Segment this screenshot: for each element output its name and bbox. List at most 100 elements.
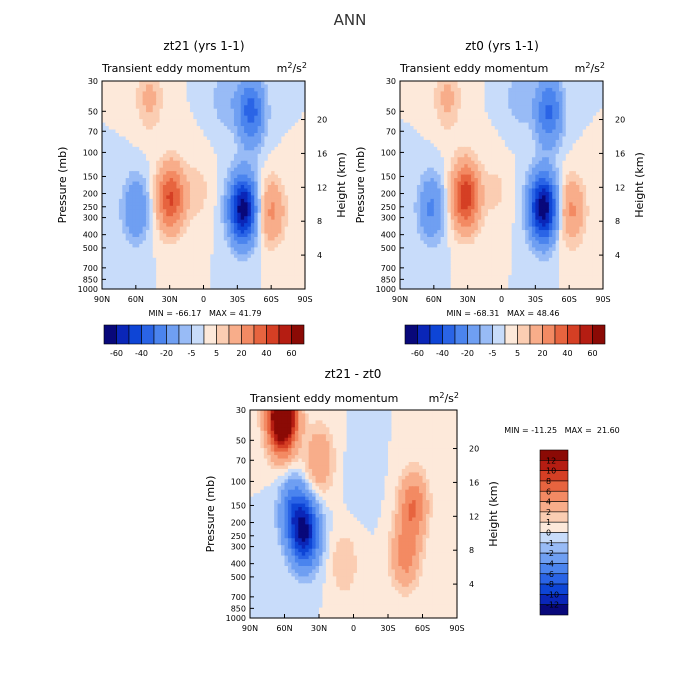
heatmap-cell xyxy=(217,157,221,161)
heatmap-cell xyxy=(136,109,140,113)
heatmap-cell xyxy=(176,275,180,279)
heatmap-cell xyxy=(136,154,140,158)
heatmap-cell xyxy=(116,133,120,137)
heatmap-cell xyxy=(454,133,458,137)
heatmap-cell xyxy=(187,213,191,217)
heatmap-cell xyxy=(227,98,231,102)
heatmap-cell xyxy=(454,112,458,116)
y-right-axis-label: Height (km) xyxy=(335,152,348,218)
heatmap-cell xyxy=(298,140,302,144)
heatmap-cell xyxy=(278,199,282,203)
heatmap-cell xyxy=(444,133,448,137)
heatmap-cell xyxy=(187,220,191,224)
heatmap-cell xyxy=(207,202,211,206)
heatmap-cell xyxy=(187,258,191,262)
heatmap-cell xyxy=(278,265,282,269)
heatmap-cell xyxy=(166,112,170,116)
colorbar-swatch xyxy=(204,325,217,344)
heatmap-cell xyxy=(197,143,201,147)
heatmap-cell xyxy=(146,95,150,99)
heatmap-cell xyxy=(166,84,170,88)
heatmap-cell xyxy=(278,126,282,130)
heatmap-cell xyxy=(495,140,499,144)
heatmap-cell xyxy=(247,84,251,88)
heatmap-cell xyxy=(403,84,407,88)
heatmap-cell xyxy=(474,143,478,147)
heatmap-cell xyxy=(176,109,180,113)
heatmap-cell xyxy=(166,258,170,262)
heatmap-cell xyxy=(495,91,499,95)
heatmap-cell xyxy=(105,199,109,203)
heatmap-cell xyxy=(116,247,120,251)
heatmap-cell xyxy=(126,202,130,206)
heatmap-cell xyxy=(146,247,150,251)
heatmap-cell xyxy=(187,105,191,109)
heatmap-cell xyxy=(495,105,499,109)
heatmap-cell xyxy=(207,265,211,269)
heatmap-cell xyxy=(556,136,560,140)
heatmap-cell xyxy=(187,140,191,144)
heatmap-cell xyxy=(217,234,221,238)
heatmap-cell xyxy=(454,143,458,147)
colorbar-label: -20 xyxy=(160,349,173,358)
heatmap-cell xyxy=(247,150,251,154)
heatmap-cell xyxy=(434,126,438,130)
heatmap-cell xyxy=(288,199,292,203)
heatmap-cell xyxy=(217,254,221,258)
heatmap-cell xyxy=(237,88,241,92)
heatmap-cell xyxy=(464,126,468,130)
heatmap-cell xyxy=(258,192,262,196)
heatmap-cell xyxy=(535,130,539,134)
heatmap-cell xyxy=(424,147,428,151)
heatmap-cell xyxy=(197,213,201,217)
colorbar: -60 -40 -20 -5 5 20 40 60 xyxy=(104,325,304,358)
heatmap-cell xyxy=(237,244,241,248)
heatmap-cell xyxy=(126,216,130,220)
heatmap-cell xyxy=(166,261,170,265)
heatmap-cell xyxy=(464,88,468,92)
heatmap-cell xyxy=(403,140,407,144)
heatmap-cell xyxy=(247,133,251,137)
heatmap-cell xyxy=(126,126,130,130)
heatmap-cell xyxy=(136,234,140,238)
heatmap-cell xyxy=(237,192,241,196)
heatmap-cell xyxy=(166,202,170,206)
heatmap-cell xyxy=(268,112,272,116)
heatmap-cell xyxy=(403,143,407,147)
heatmap-cell xyxy=(197,192,201,196)
heatmap-cell xyxy=(187,157,191,161)
heatmap-cell xyxy=(576,154,580,158)
heatmap-cell xyxy=(545,112,549,116)
heatmap-cell xyxy=(116,192,120,196)
heatmap-cell xyxy=(576,130,580,134)
heatmap-cell xyxy=(166,88,170,92)
heatmap-cell xyxy=(126,254,130,258)
heatmap-cell xyxy=(105,140,109,144)
heatmap-cell xyxy=(268,88,272,92)
heatmap-cell xyxy=(515,154,519,158)
heatmap-cell xyxy=(258,140,262,144)
heatmap-cell xyxy=(424,119,428,123)
heatmap-cell xyxy=(566,116,570,120)
heatmap-cell xyxy=(434,95,438,99)
heatmap-cell xyxy=(298,98,302,102)
heatmap-cell xyxy=(258,216,262,220)
heatmap-cell xyxy=(237,143,241,147)
heatmap-cell xyxy=(207,112,211,116)
heatmap-cell xyxy=(268,254,272,258)
heatmap-cell xyxy=(197,244,201,248)
heatmap-cell xyxy=(227,251,231,255)
heatmap-cell xyxy=(288,240,292,244)
heatmap-cell xyxy=(187,175,191,179)
heatmap-cell xyxy=(278,154,282,158)
heatmap-cell xyxy=(156,282,160,286)
heatmap-cell xyxy=(237,216,241,220)
colorbar-swatch xyxy=(104,325,117,344)
heatmap-cell xyxy=(298,164,302,168)
heatmap-cell xyxy=(166,234,170,238)
heatmap-cell xyxy=(258,227,262,231)
heatmap-cell xyxy=(268,265,272,269)
heatmap-cell xyxy=(288,209,292,213)
heatmap-cell xyxy=(126,133,130,137)
heatmap-cell xyxy=(485,126,489,130)
